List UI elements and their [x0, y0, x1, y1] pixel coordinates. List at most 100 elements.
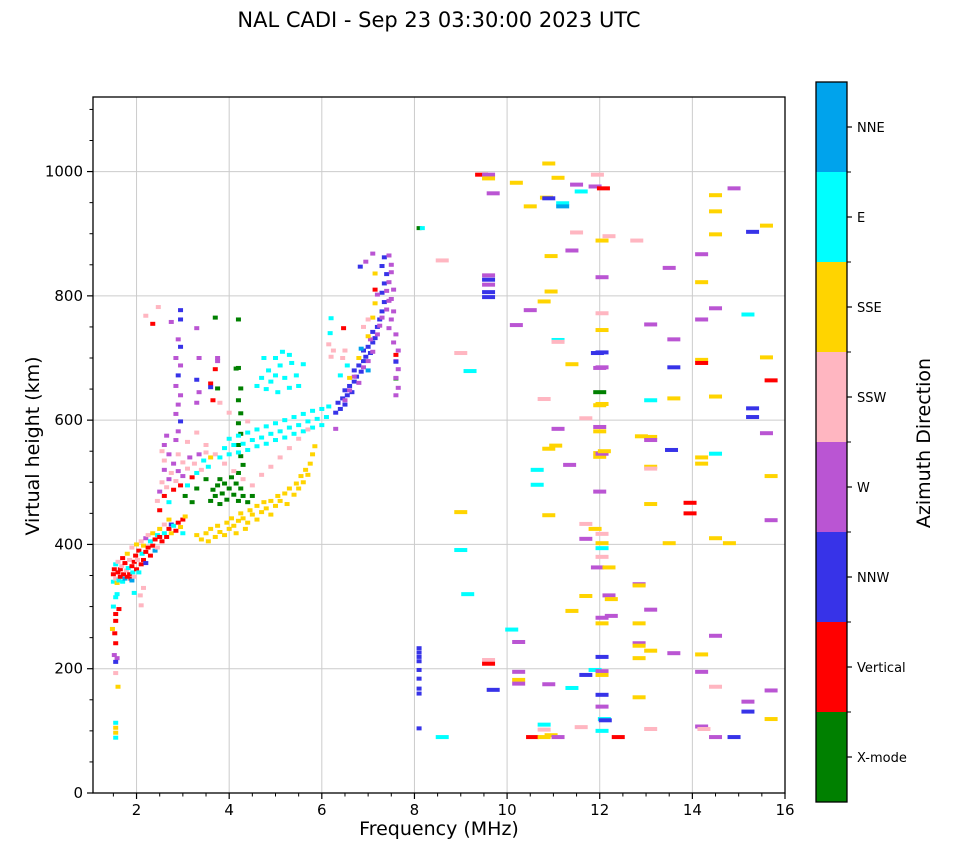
data-point — [124, 551, 130, 556]
data-point — [542, 161, 556, 166]
data-point — [114, 592, 120, 597]
data-point — [644, 726, 658, 731]
data-point — [310, 408, 316, 413]
data-point — [604, 597, 618, 602]
data-point — [374, 292, 380, 297]
data-point — [595, 669, 609, 674]
data-point — [259, 472, 265, 477]
data-point — [358, 346, 364, 351]
data-point — [129, 578, 135, 583]
data-point — [667, 396, 681, 401]
x-tick-label: 6 — [317, 801, 327, 819]
data-point — [127, 557, 133, 562]
x-axis-label: Frequency (MHz) — [359, 818, 519, 840]
data-point — [203, 531, 209, 536]
data-point — [482, 661, 496, 666]
data-point — [709, 193, 723, 198]
data-point — [286, 425, 292, 430]
data-point — [254, 517, 260, 522]
data-point — [588, 526, 602, 531]
data-point — [249, 438, 255, 443]
data-point — [595, 531, 609, 536]
data-point — [272, 438, 278, 443]
data-point — [194, 377, 200, 382]
data-point — [303, 467, 309, 472]
data-point — [116, 607, 122, 612]
data-point — [579, 536, 593, 541]
data-point — [226, 452, 232, 457]
data-point — [764, 717, 778, 722]
data-point — [113, 612, 119, 617]
data-point — [171, 461, 177, 466]
data-point — [159, 539, 165, 544]
data-point — [125, 566, 131, 571]
data-point — [416, 726, 422, 731]
data-point — [388, 317, 394, 322]
data-point — [152, 548, 158, 553]
data-point — [384, 288, 390, 293]
data-point — [122, 561, 128, 566]
data-point — [116, 578, 122, 583]
data-point — [208, 381, 214, 386]
data-point — [196, 356, 202, 360]
data-point — [266, 368, 272, 373]
data-point — [178, 483, 184, 488]
data-point — [347, 388, 353, 393]
data-point — [530, 482, 544, 487]
data-point — [275, 493, 281, 498]
data-point — [182, 493, 188, 498]
data-point — [235, 421, 241, 426]
data-point — [300, 411, 306, 416]
data-point — [419, 226, 425, 231]
data-point — [208, 455, 214, 460]
data-point — [114, 656, 120, 661]
colorbar-border — [815, 81, 848, 803]
data-point — [235, 450, 241, 455]
data-point — [595, 365, 609, 370]
data-point — [189, 475, 195, 480]
data-point — [178, 308, 184, 313]
data-point — [196, 452, 202, 457]
data-point — [208, 385, 214, 390]
data-point — [344, 363, 350, 368]
data-point — [217, 502, 223, 507]
data-point — [212, 452, 218, 457]
data-point — [226, 486, 232, 491]
data-point — [245, 447, 251, 452]
data-point — [342, 402, 348, 407]
data-point — [361, 359, 367, 364]
x-tick-label: 4 — [224, 801, 234, 819]
data-point — [695, 357, 709, 362]
colorbar-tick-label: X-mode — [857, 751, 907, 766]
data-point — [114, 580, 120, 585]
data-point — [222, 461, 228, 466]
data-point — [310, 425, 316, 430]
data-point — [565, 608, 579, 613]
data-point — [115, 570, 121, 575]
data-point — [593, 489, 607, 494]
data-point — [512, 669, 526, 674]
data-point — [598, 718, 612, 723]
data-point — [722, 541, 736, 546]
data-point — [259, 510, 265, 515]
data-point — [154, 498, 160, 503]
data-point — [120, 556, 126, 561]
data-point — [644, 398, 658, 403]
data-point — [175, 452, 181, 457]
data-point — [574, 189, 588, 194]
y-tick-label: 600 — [54, 411, 83, 429]
data-point — [166, 477, 172, 482]
data-point — [196, 390, 202, 395]
data-point — [435, 735, 449, 740]
data-point — [261, 356, 267, 360]
data-point — [286, 352, 292, 357]
data-point — [240, 477, 246, 482]
data-point — [178, 525, 184, 530]
colorbar-tick-label: NNE — [857, 121, 885, 136]
data-point — [454, 510, 468, 515]
data-point — [695, 461, 709, 466]
data-point — [351, 368, 357, 373]
data-point — [370, 340, 376, 345]
data-point — [644, 434, 658, 439]
data-point — [416, 226, 422, 231]
